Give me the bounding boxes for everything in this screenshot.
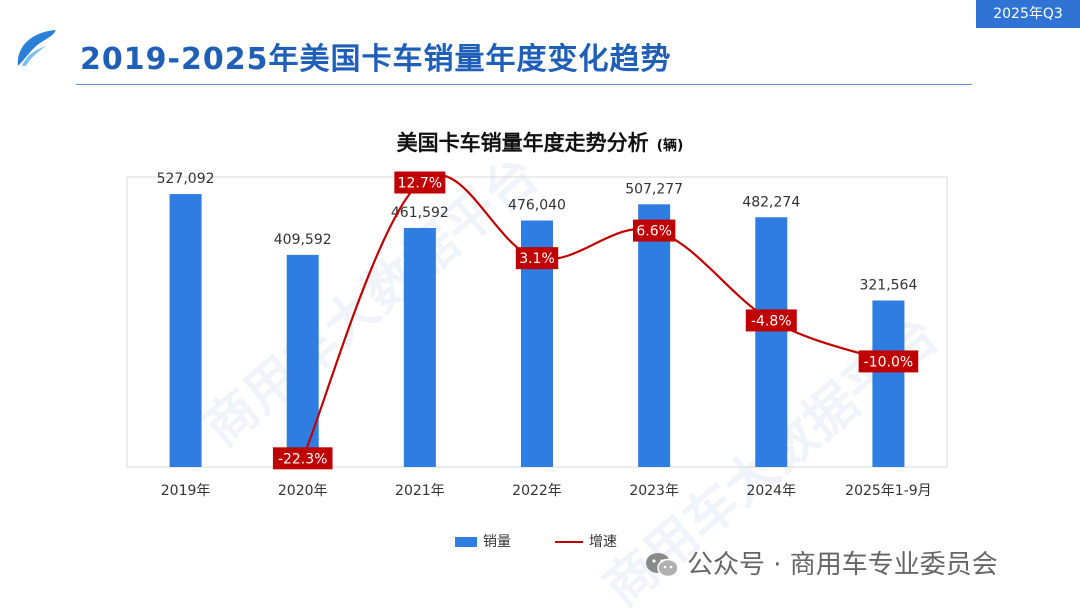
- bar-value-label: 482,274: [742, 194, 800, 210]
- bar: [755, 217, 788, 467]
- x-tick-label: 2021年: [395, 483, 445, 499]
- bar: [286, 254, 319, 467]
- wechat-icon: [646, 553, 679, 578]
- brand-logo-icon: [17, 30, 56, 66]
- growth-label-box: [632, 219, 676, 242]
- period-badge: 2025年Q3: [976, 0, 1080, 28]
- bar-value-label: 507,277: [625, 181, 683, 197]
- legend-label-growth: 增速: [589, 534, 617, 550]
- x-tick-label: 2023年: [629, 483, 679, 499]
- bar-value-label: 321,564: [859, 277, 917, 293]
- legend-label-sales: 销量: [483, 534, 511, 550]
- x-tick-label: 2025年1-9月: [845, 483, 932, 499]
- bar: [638, 204, 671, 467]
- growth-value-label: 6.6%: [636, 224, 672, 240]
- page-title: 2019-2025年美国卡车销量年度变化趋势: [80, 42, 672, 77]
- x-tick-label: 2022年: [512, 483, 562, 499]
- growth-value-label: 3.1%: [519, 251, 555, 267]
- footer-text: 公众号 · 商用车专业委员会: [687, 550, 998, 580]
- bar-value-label: 476,040: [508, 197, 566, 213]
- growth-label-box: [515, 247, 559, 270]
- bar: [403, 227, 436, 467]
- chart-title: 美国卡车销量年度走势分析: [396, 131, 649, 155]
- chart-unit: (辆): [656, 138, 684, 154]
- growth-value-label: 12.7%: [398, 176, 442, 192]
- bar-value-label: 461,592: [391, 205, 449, 221]
- legend-swatch-bar: [455, 537, 477, 547]
- bar: [169, 194, 202, 468]
- growth-value-label: -4.8%: [751, 313, 792, 329]
- growth-label-box: [745, 309, 797, 332]
- title-divider: [76, 84, 972, 85]
- legend-swatch-line: [555, 541, 583, 543]
- x-tick-label: 2024年: [746, 483, 796, 499]
- bar: [872, 300, 905, 467]
- growth-value-label: -10.0%: [864, 354, 914, 370]
- growth-label-box: [858, 350, 919, 373]
- growth-label-box: [394, 171, 446, 194]
- growth-label-box: [272, 447, 333, 470]
- growth-value-label: -22.3%: [278, 451, 328, 467]
- x-tick-label: 2020年: [278, 483, 328, 499]
- bar-value-label: 409,592: [274, 232, 332, 248]
- chart-title-block: 美国卡车销量年度走势分析 (辆): [0, 127, 1080, 157]
- x-tick-label: 2019年: [161, 483, 211, 499]
- bar-value-label: 527,092: [157, 171, 215, 187]
